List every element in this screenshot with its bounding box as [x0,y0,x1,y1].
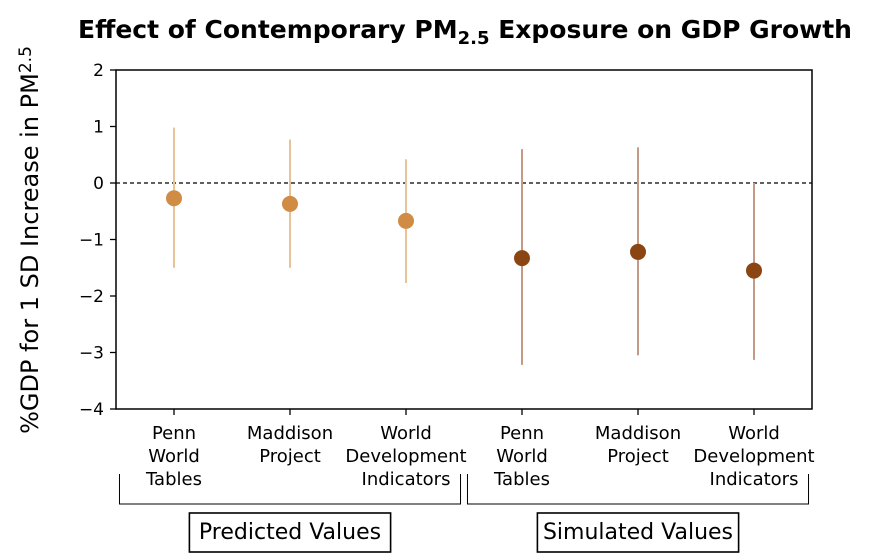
y-axis-label-main: %GDP for 1 SD Increase in PM [16,73,44,434]
x-tick-label: World Development Indicators [693,423,814,490]
data-point [282,195,298,212]
y-tick-label: 0 [93,174,104,194]
group-label-box [536,512,740,553]
group-bracket [118,474,462,505]
data-point [746,262,762,279]
y-axis-label-subscript: 2.5 [16,46,36,73]
y-tick-label: 1 [93,118,104,138]
data-point [166,190,182,207]
plot-area: 2 1 0 −1 −2 −3 −4 Penn World Tables Maddison Projec… [79,61,815,553]
group-label: Simulated Values [543,520,733,545]
x-tick-label: Penn World Tables [145,423,202,490]
y-axis-label: %GDP for 1 SD Increase in PM2.5 [16,46,44,434]
y-tick-label: −2 [79,287,104,307]
chart-title: Effect of Contemporary PM2.5 Exposure on… [78,15,852,49]
chart-title-main: Effect of Contemporary PM [78,15,458,44]
data-point [514,250,530,267]
y-tick-label: −4 [79,400,104,420]
chart-title-subscript: 2.5 [458,28,490,49]
x-tick-label: Penn World Tables [493,423,550,490]
x-tick-label: Maddison Project [247,423,333,467]
y-tick-label: 2 [93,61,104,81]
group-bracket [466,474,810,505]
x-tick-label: World Development Indicators [345,423,466,490]
data-point [630,243,646,260]
group-label-box [188,512,392,553]
y-tick-label: −3 [79,344,104,364]
y-tick-label: −1 [79,231,104,251]
x-tick-label: Maddison Project [595,423,681,467]
group-label: Predicted Values [199,520,381,545]
plot-frame [115,69,813,410]
data-point [398,212,414,229]
chart-title-rest: Exposure on GDP Growth [489,15,852,44]
